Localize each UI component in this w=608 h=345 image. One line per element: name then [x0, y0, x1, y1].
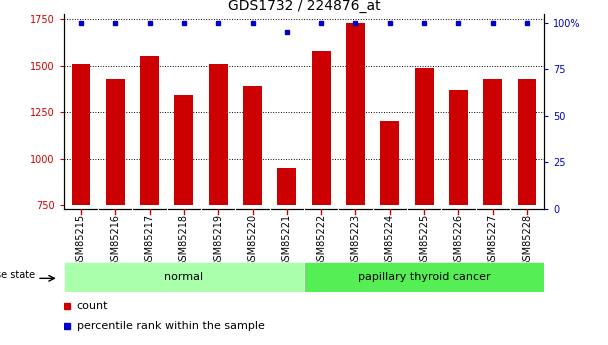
Bar [346, 23, 365, 205]
Bar [381, 121, 399, 205]
Text: percentile rank within the sample: percentile rank within the sample [77, 321, 264, 331]
Text: GSM85224: GSM85224 [385, 214, 395, 267]
Text: count: count [77, 301, 108, 311]
Text: GSM85222: GSM85222 [316, 214, 326, 267]
Text: disease state: disease state [0, 270, 35, 280]
Text: GSM85226: GSM85226 [454, 214, 463, 267]
Text: GSM85218: GSM85218 [179, 214, 189, 267]
Text: GSM85216: GSM85216 [110, 214, 120, 267]
Text: GSM85228: GSM85228 [522, 214, 532, 267]
Bar [277, 168, 296, 205]
Text: GSM85223: GSM85223 [350, 214, 361, 267]
Bar [449, 90, 468, 205]
Text: papillary thyroid cancer: papillary thyroid cancer [358, 272, 491, 282]
Bar [209, 64, 227, 205]
Bar [415, 68, 434, 205]
Title: GDS1732 / 224876_at: GDS1732 / 224876_at [227, 0, 381, 13]
Bar [304, 262, 544, 292]
Bar [140, 57, 159, 205]
Text: normal: normal [164, 272, 204, 282]
Text: GSM85221: GSM85221 [282, 214, 292, 267]
Bar [64, 262, 304, 292]
Bar [312, 51, 331, 205]
Bar [72, 64, 91, 205]
Bar [517, 79, 536, 205]
Text: GSM85217: GSM85217 [145, 214, 154, 267]
Text: GSM85215: GSM85215 [76, 214, 86, 267]
Text: GSM85219: GSM85219 [213, 214, 223, 267]
Bar [483, 79, 502, 205]
Text: GSM85220: GSM85220 [247, 214, 258, 267]
Bar [106, 79, 125, 205]
Bar [174, 96, 193, 205]
Text: GSM85227: GSM85227 [488, 214, 498, 267]
Text: GSM85225: GSM85225 [419, 214, 429, 267]
Bar [243, 86, 262, 205]
